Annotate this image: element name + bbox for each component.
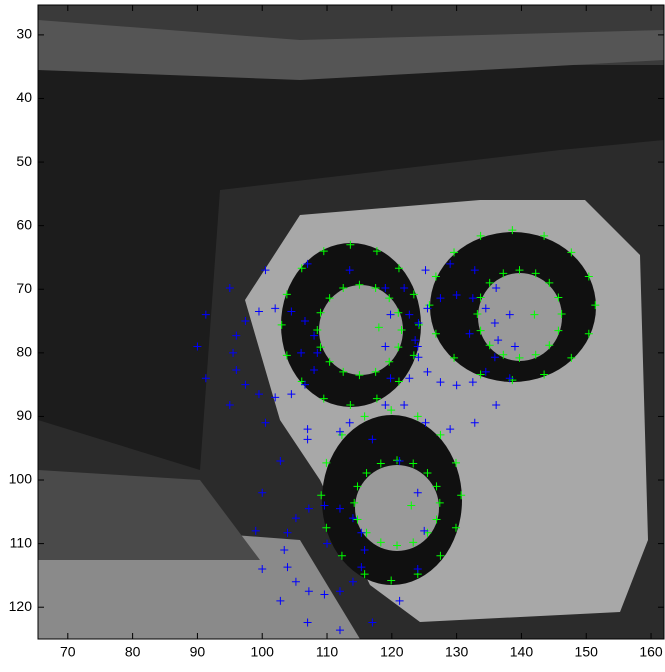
chart: 70 80 90 100 110 120 130 140 150 160 30 40 50 60 70 80 9… [0,0,665,667]
x-tick-label: 130 [445,644,469,660]
y-tick-label: 120 [9,598,33,614]
y-tick-label: 70 [16,280,32,296]
x-tick-label: 70 [60,644,76,660]
x-tick-label: 90 [190,644,206,660]
x-tick-label: 150 [575,644,599,660]
x-tick-label: 80 [125,644,141,660]
x-tick-label: 140 [510,644,534,660]
x-tick-label: 100 [251,644,275,660]
y-tick-label: 110 [10,534,33,550]
x-tick-label: 120 [380,644,404,660]
y-tick-label: 60 [16,216,32,232]
y-tick-label: 50 [16,153,32,169]
y-tick-label: 80 [16,344,32,360]
x-tick-label: 110 [316,644,339,660]
y-tick-label: 90 [16,407,32,423]
background-image [38,5,664,639]
x-tick-label: 160 [639,644,663,660]
y-tick-label: 100 [9,471,33,487]
y-tick-label: 40 [16,89,32,105]
y-tick-label: 30 [16,26,32,42]
